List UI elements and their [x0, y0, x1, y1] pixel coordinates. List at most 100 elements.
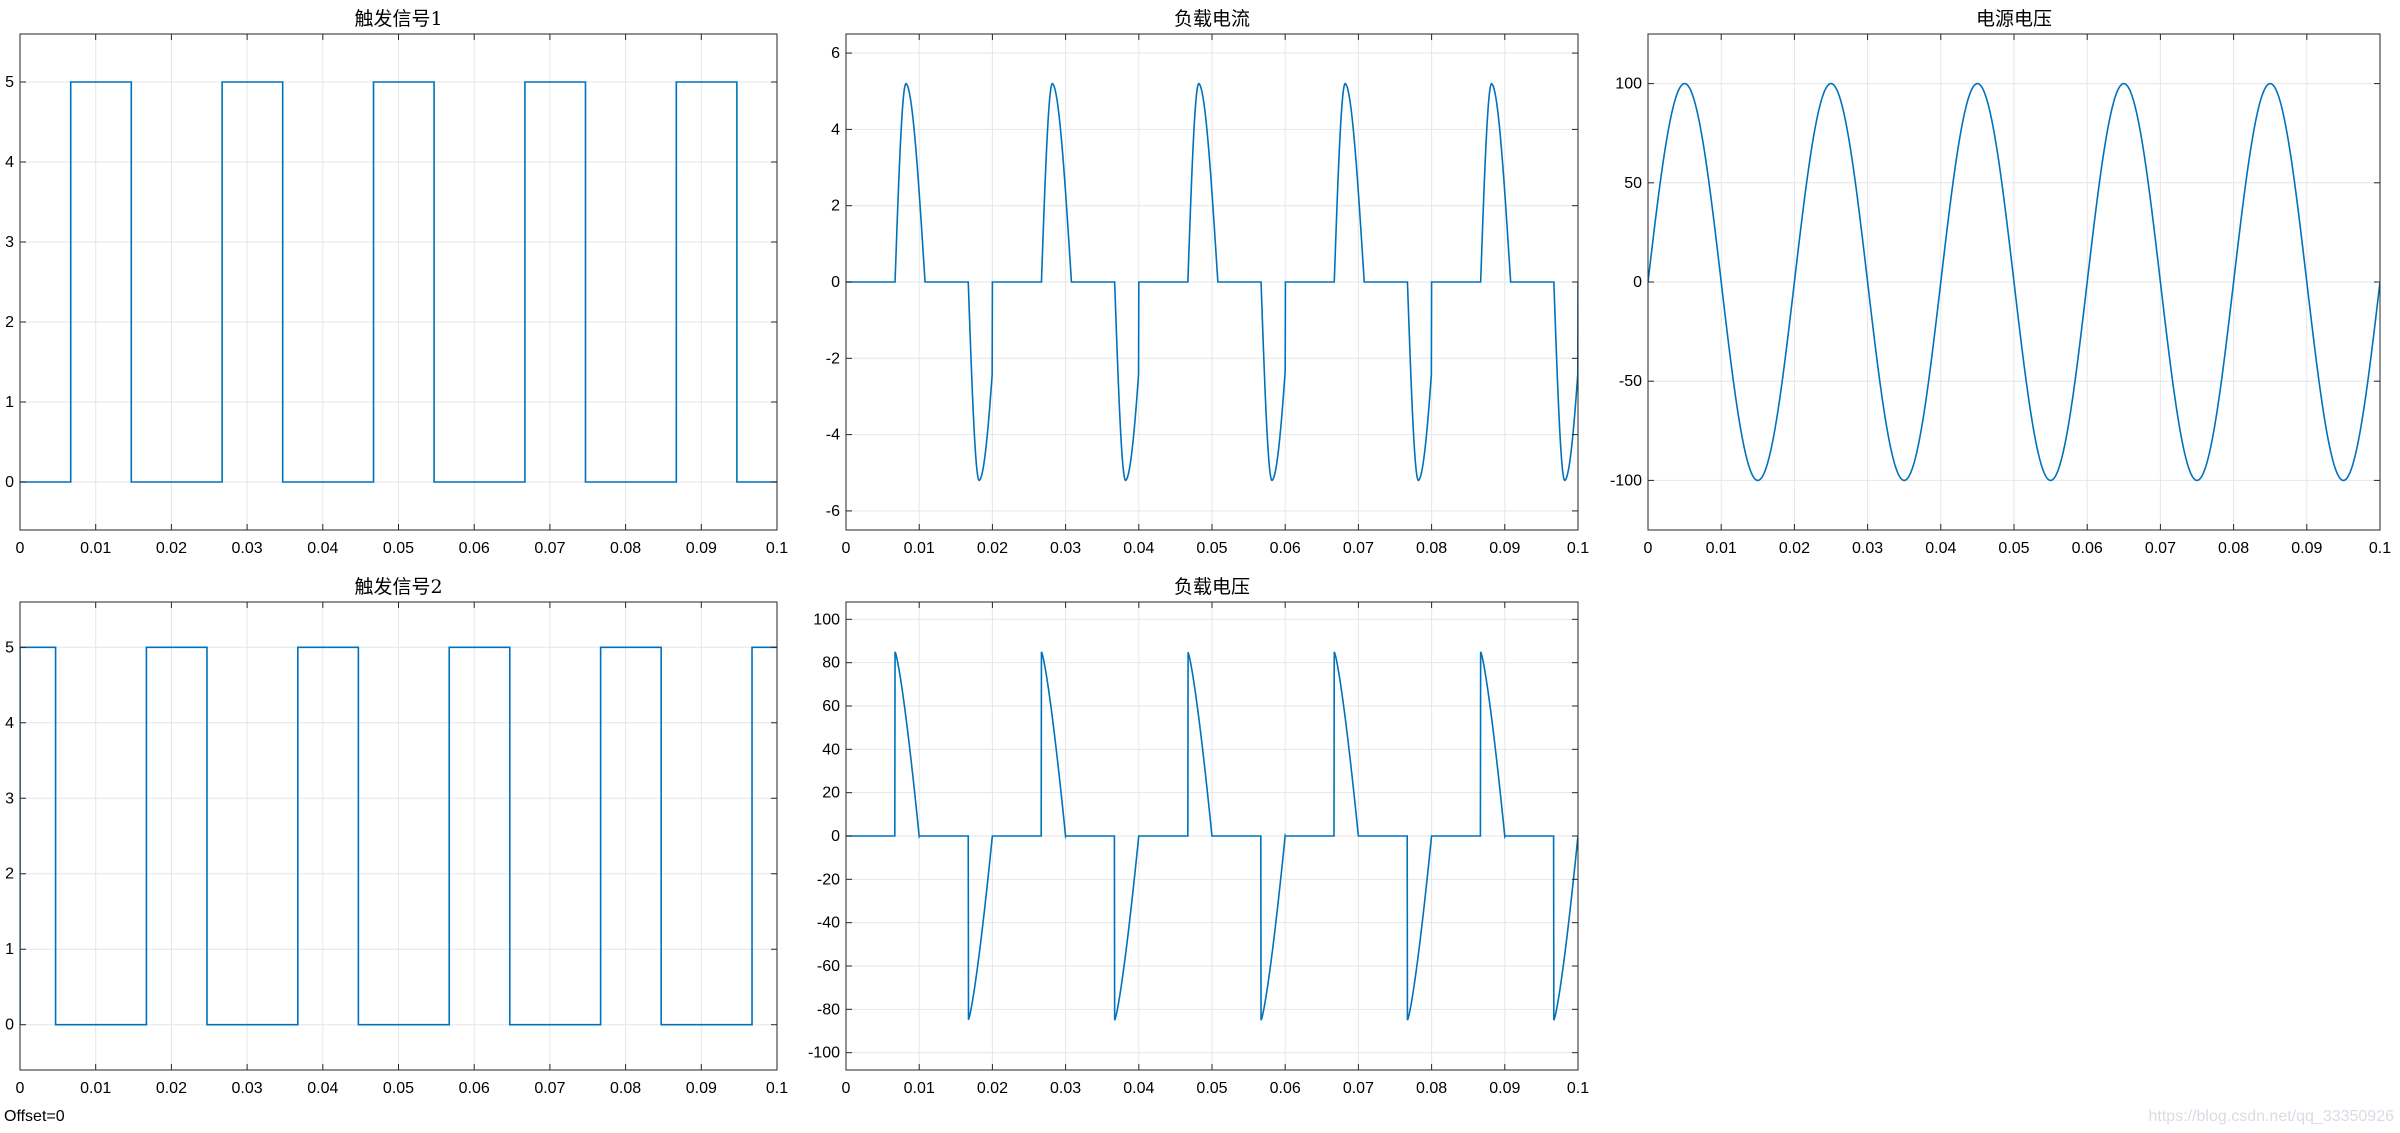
- source-voltage-xtick-label: 0.04: [1925, 540, 1956, 557]
- trigger-2-ytick-label: 0: [5, 1017, 14, 1034]
- offset-label: Offset=0: [4, 1108, 65, 1125]
- source-voltage-ytick-label: 100: [1615, 76, 1642, 93]
- source-voltage-xtick-label: 0: [1644, 540, 1653, 557]
- trigger-2-trace: [20, 646, 777, 1026]
- load-voltage-ytick-label: -80: [817, 1001, 840, 1018]
- source-voltage-xtick-label: 0.02: [1779, 540, 1810, 557]
- trigger-2-xtick-label: 0.01: [80, 1080, 111, 1097]
- trigger-1-xtick-label: 0.09: [686, 540, 717, 557]
- load-current-ytick-label: 4: [831, 121, 840, 138]
- load-current-trace: [846, 82, 1578, 482]
- trigger-2-title: 触发信号2: [354, 576, 442, 598]
- trigger-2-ytick-label: 1: [5, 941, 14, 958]
- source-voltage-chart: 0 0.01 0.02 0.03 0.04 0.05 0.06 0.07 0.08 0.09 0.1…: [1610, 8, 2391, 557]
- load-current-chart: 0 0.01 0.02 0.03 0.04 0.05 0.06 0.07 0.08 0.09 0.1…: [826, 8, 1589, 557]
- load-current-ytick-label: 2: [831, 198, 840, 215]
- source-voltage-xtick-label: 0.07: [2145, 540, 2176, 557]
- trigger-2-xtick-label: 0.04: [307, 1080, 338, 1097]
- load-voltage-ytick-label: 20: [822, 785, 840, 802]
- load-current-xtick-label: 0.01: [904, 540, 935, 557]
- trigger-2-xtick-label: 0.08: [610, 1080, 641, 1097]
- load-current-title: 负载电流: [1174, 8, 1250, 30]
- trigger-2-xtick-label: 0.1: [766, 1080, 788, 1097]
- trigger-1-ytick-label: 1: [5, 394, 14, 411]
- source-voltage-title: 电源电压: [1976, 8, 2052, 30]
- load-voltage-title: 负载电压: [1174, 576, 1250, 598]
- source-voltage-xtick-label: 0.03: [1852, 540, 1883, 557]
- trigger-1-xtick-label: 0.02: [156, 540, 187, 557]
- load-voltage-ytick-label: -20: [817, 871, 840, 888]
- load-voltage-trace: [846, 651, 1578, 1021]
- trigger-1-xtick-label: 0: [16, 540, 25, 557]
- load-current-xtick-label: 0.03: [1050, 540, 1081, 557]
- source-voltage-xtick-label: 0.06: [2072, 540, 2103, 557]
- trigger-2-xtick-label: 0: [16, 1080, 25, 1097]
- load-current-xtick-label: 0.06: [1270, 540, 1301, 557]
- load-current-ytick-label: 6: [831, 45, 840, 62]
- load-voltage-ytick-label: -60: [817, 958, 840, 975]
- load-voltage-xtick-label: 0.01: [904, 1080, 935, 1097]
- load-voltage-xtick-label: 0.02: [977, 1080, 1008, 1097]
- load-current-xtick-label: 0.08: [1416, 540, 1447, 557]
- source-voltage-ytick-label: 50: [1624, 175, 1642, 192]
- load-voltage-xtick-label: 0.08: [1416, 1080, 1447, 1097]
- trigger-1-title: 触发信号1: [354, 8, 442, 30]
- load-current-xtick-label: 0.07: [1343, 540, 1374, 557]
- load-voltage-ytick-label: 80: [822, 655, 840, 672]
- load-voltage-xtick-label: 0.03: [1050, 1080, 1081, 1097]
- source-voltage-xtick-label: 0.08: [2218, 540, 2249, 557]
- load-voltage-ytick-label: 40: [822, 741, 840, 758]
- source-voltage-trace: [1648, 82, 2380, 482]
- load-current-ytick-label: -6: [826, 503, 840, 520]
- trigger-1-xtick-label: 0.08: [610, 540, 641, 557]
- load-current-xtick-label: 0.05: [1196, 540, 1227, 557]
- load-current-xtick-label: 0.04: [1123, 540, 1154, 557]
- trigger-1-xtick-label: 0.01: [80, 540, 111, 557]
- trigger-1-chart: 0 0.01 0.02 0.03 0.04 0.05 0.06 0.07 0.08 0.09 0.1…: [5, 8, 788, 557]
- load-voltage-chart: 0 0.01 0.02 0.03 0.04 0.05 0.06 0.07 0.08 0.09 0.1…: [808, 576, 1589, 1097]
- load-current-xtick-label: 0.02: [977, 540, 1008, 557]
- load-voltage-ytick-label: 0: [831, 828, 840, 845]
- source-voltage-ytick-label: 0: [1633, 274, 1642, 291]
- load-current-ytick-label: -4: [826, 427, 840, 444]
- load-current-xtick-label: 0.1: [1567, 540, 1589, 557]
- trigger-1-ytick-label: 2: [5, 314, 14, 331]
- source-voltage-ytick-label: -50: [1619, 373, 1642, 390]
- load-current-ytick-label: -2: [826, 350, 840, 367]
- load-voltage-ytick-label: 60: [822, 698, 840, 715]
- load-current-ytick-label: 0: [831, 274, 840, 291]
- load-voltage-xtick-label: 0: [842, 1080, 851, 1097]
- load-voltage-xtick-label: 0.04: [1123, 1080, 1154, 1097]
- trigger-1-ytick-label: 3: [5, 234, 14, 251]
- load-voltage-xtick-label: 0.06: [1270, 1080, 1301, 1097]
- load-voltage-ytick-label: -100: [808, 1045, 840, 1062]
- load-current-xtick-label: 0.09: [1489, 540, 1520, 557]
- trigger-2-ytick-label: 3: [5, 790, 14, 807]
- load-voltage-ytick-label: -40: [817, 915, 840, 932]
- trigger-2-chart: 0 0.01 0.02 0.03 0.04 0.05 0.06 0.07 0.08 0.09 0.1…: [5, 576, 788, 1097]
- trigger-1-trace: [20, 81, 777, 483]
- trigger-2-xtick-label: 0.05: [383, 1080, 414, 1097]
- trigger-2-xtick-label: 0.02: [156, 1080, 187, 1097]
- source-voltage-xtick-label: 0.1: [2369, 540, 2391, 557]
- load-voltage-xtick-label: 0.05: [1196, 1080, 1227, 1097]
- trigger-2-ytick-label: 5: [5, 639, 14, 656]
- source-voltage-xtick-label: 0.09: [2291, 540, 2322, 557]
- trigger-1-xtick-label: 0.07: [534, 540, 565, 557]
- watermark: https://blog.csdn.net/qq_33350926: [2148, 1108, 2394, 1125]
- trigger-1-xtick-label: 0.1: [766, 540, 788, 557]
- source-voltage-xtick-label: 0.01: [1706, 540, 1737, 557]
- trigger-2-xtick-label: 0.07: [534, 1080, 565, 1097]
- trigger-1-ytick-label: 4: [5, 154, 14, 171]
- trigger-2-ytick-label: 4: [5, 715, 14, 732]
- load-voltage-ytick-label: 100: [813, 611, 840, 628]
- trigger-1-ytick-label: 5: [5, 74, 14, 91]
- source-voltage-ytick-label: -100: [1610, 472, 1642, 489]
- trigger-1-xtick-label: 0.05: [383, 540, 414, 557]
- load-voltage-xtick-label: 0.09: [1489, 1080, 1520, 1097]
- trigger-2-xtick-label: 0.03: [232, 1080, 263, 1097]
- trigger-1-xtick-label: 0.03: [232, 540, 263, 557]
- trigger-1-xtick-label: 0.06: [459, 540, 490, 557]
- trigger-2-ytick-label: 2: [5, 866, 14, 883]
